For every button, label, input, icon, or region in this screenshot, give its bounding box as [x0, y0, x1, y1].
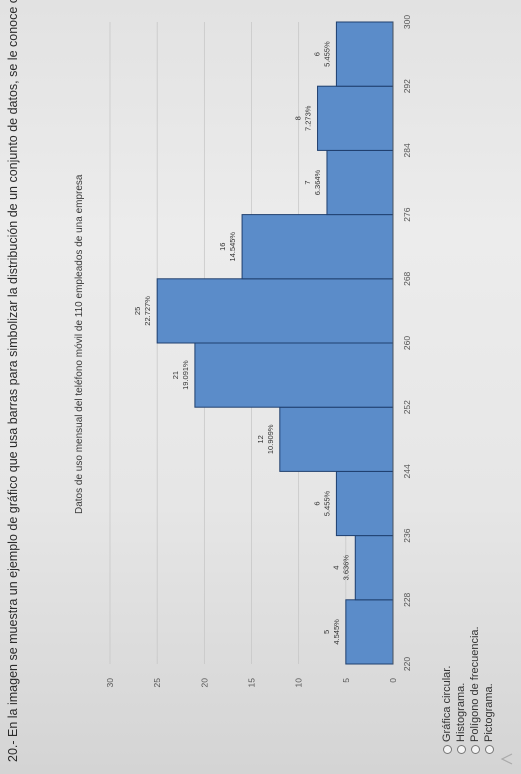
bar-percent-label: 10.909%	[266, 424, 275, 454]
x-tick-label: 268	[402, 271, 412, 285]
bar-percent-label: 3.636%	[341, 555, 350, 581]
bar-count-label: 25	[133, 307, 142, 315]
option-item[interactable]: Histograma.	[454, 626, 468, 754]
bar-count-label: 21	[171, 371, 180, 379]
histogram-bar	[317, 85, 394, 151]
option-item[interactable]: Polígono de frecuencia.	[468, 626, 482, 754]
option-label: Histograma.	[455, 682, 467, 742]
bar-count-label: 6	[312, 501, 321, 505]
bar-percent-label: 22.727%	[143, 296, 152, 326]
histogram-bar	[241, 214, 394, 280]
x-tick-label: 228	[402, 592, 412, 606]
bar-percent-label: 19.091%	[181, 360, 190, 390]
histogram-bar	[194, 342, 394, 408]
y-tick-label: 15	[247, 678, 257, 688]
x-tick-label: 300	[402, 15, 412, 29]
bar-count-label: 5	[322, 630, 331, 634]
bar-percent-label: 6.364%	[313, 169, 322, 195]
answer-options: Gráfica circular. Histograma. Polígono d…	[440, 626, 496, 754]
bar-count-label: 12	[256, 435, 265, 443]
y-tick-label: 0	[388, 678, 398, 683]
bar-percent-label: 5.455%	[322, 490, 331, 516]
corner-mark-icon	[500, 753, 513, 765]
y-tick-label: 25	[152, 678, 162, 688]
x-tick-label: 236	[402, 528, 412, 542]
histogram-bar	[156, 278, 394, 344]
bar-count-label: 6	[312, 52, 321, 56]
x-tick-label: 244	[402, 464, 412, 478]
radio-unselected-icon[interactable]	[484, 745, 494, 754]
option-label: Polígono de frecuencia.	[469, 626, 481, 742]
x-tick-label: 260	[402, 336, 412, 350]
bar-count-label: 7	[303, 180, 312, 184]
radio-unselected-icon[interactable]	[456, 745, 466, 754]
histogram-bar	[279, 406, 394, 472]
x-tick-label: 220	[402, 657, 412, 671]
x-tick-label: 292	[402, 79, 412, 93]
radio-unselected-icon[interactable]	[470, 745, 480, 754]
bar-count-label: 16	[218, 243, 227, 251]
y-tick-label: 20	[199, 678, 209, 688]
histogram-bar	[335, 21, 394, 87]
option-label: Gráfica circular.	[441, 665, 453, 742]
bar-count-label: 4	[331, 566, 340, 570]
x-tick-label: 284	[402, 143, 412, 157]
bar-count-label: 8	[294, 116, 303, 120]
histogram-bar	[345, 599, 394, 665]
y-tick-label: 10	[294, 678, 304, 688]
option-item[interactable]: Pictograma.	[482, 626, 496, 754]
histogram-bar	[335, 470, 394, 537]
y-tick-label: 5	[341, 678, 351, 683]
bar-percent-label: 7.273%	[304, 105, 313, 131]
bar-percent-label: 14.545%	[228, 232, 237, 262]
x-tick-label: 276	[402, 207, 412, 221]
option-item[interactable]: Gráfica circular.	[440, 626, 454, 754]
option-label: Pictograma.	[483, 683, 495, 742]
y-tick-label: 30	[105, 678, 115, 688]
histogram-bar	[354, 535, 394, 601]
histogram-bar	[326, 149, 394, 216]
radio-unselected-icon[interactable]	[442, 745, 452, 754]
bar-percent-label: 5.455%	[322, 41, 331, 67]
x-tick-label: 252	[402, 400, 412, 414]
bar-percent-label: 4.545%	[332, 619, 341, 645]
